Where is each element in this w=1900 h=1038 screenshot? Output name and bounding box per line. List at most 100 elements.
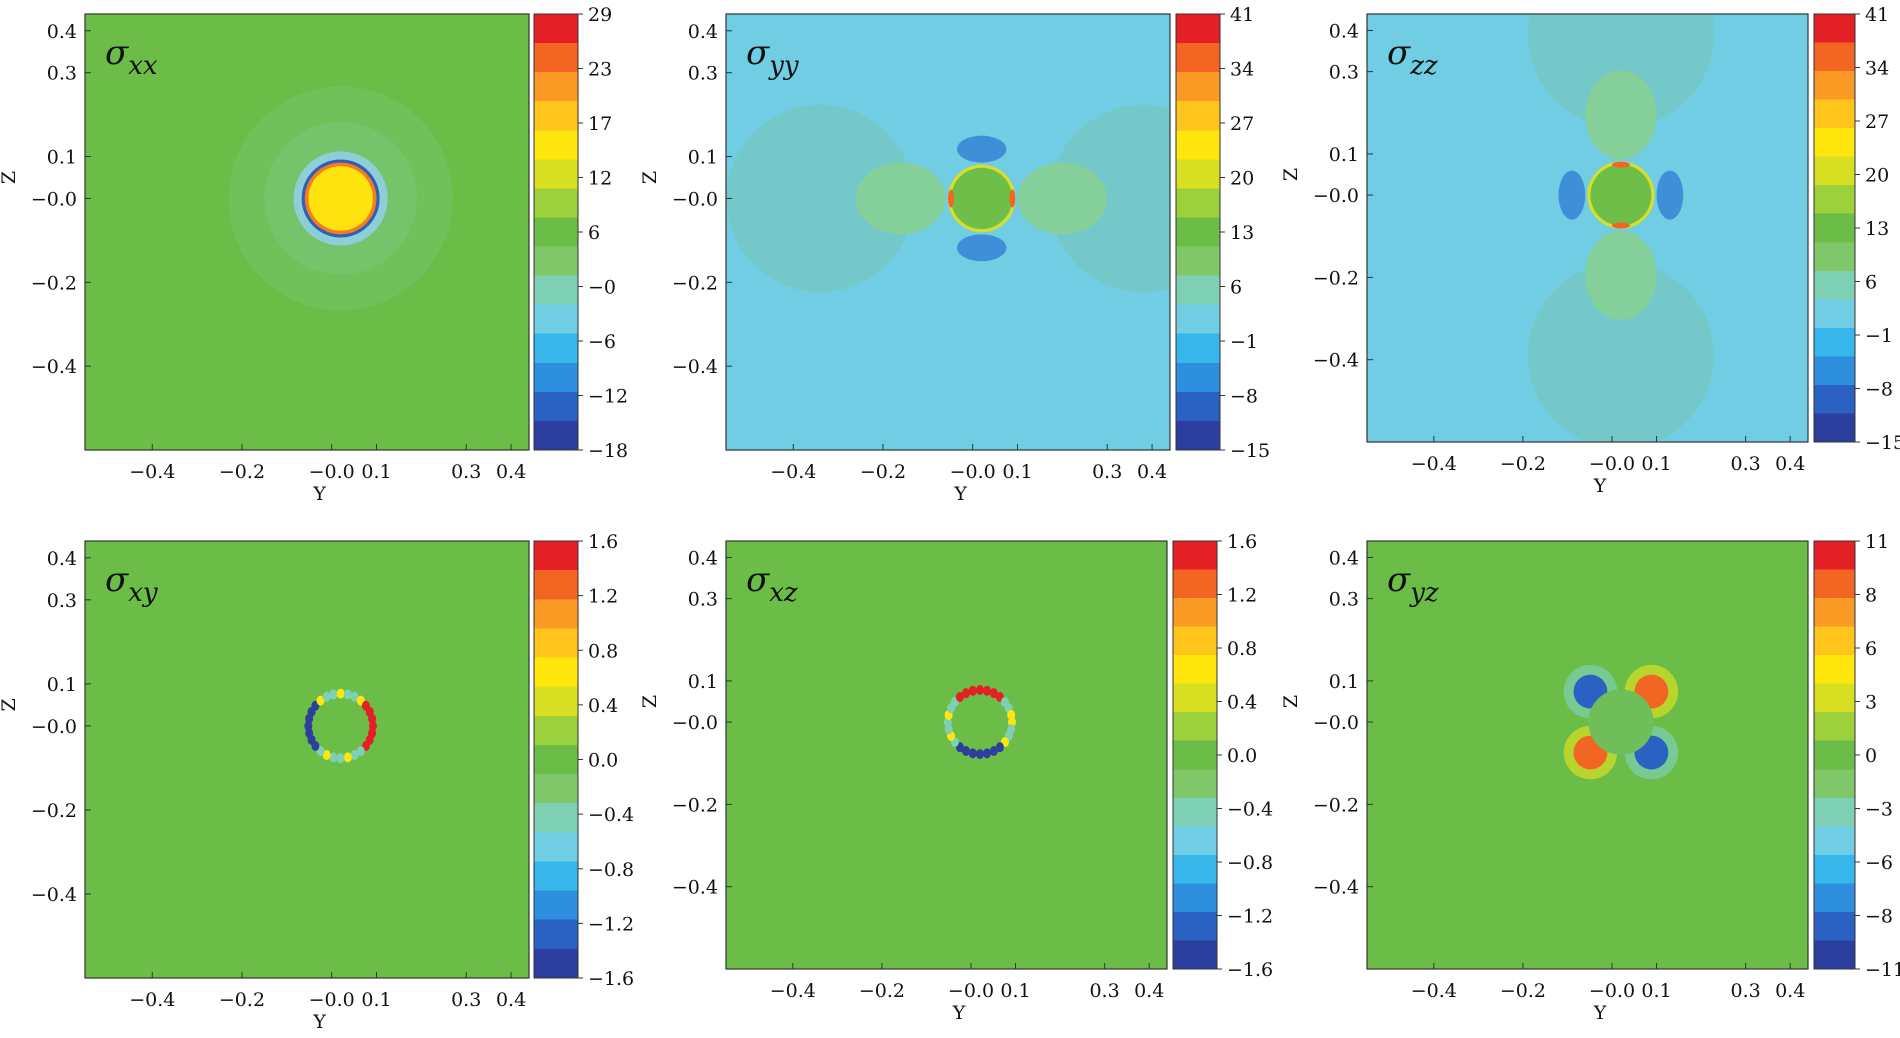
colorbar-tick-label: 0.4 <box>588 695 618 717</box>
y-tick-label: 0.1 <box>47 674 77 696</box>
y-axis-label: Z <box>639 171 661 184</box>
colorbar-tick-label: 41 <box>1865 4 1889 26</box>
x-tick-label: 0.4 <box>1775 980 1805 1002</box>
colorbar-tick-label: 0.0 <box>588 750 618 772</box>
y-tick-label: 0.1 <box>1329 144 1359 166</box>
x-tick-label: −0.0 <box>309 461 355 483</box>
x-tick-label: 0.3 <box>1090 980 1120 1002</box>
panel-sxz: −0.4 −0.2 −0.0 0.1 0.3 0.4 0.4 0.3 0.1 −0.0 −0.2 −0… <box>639 531 1273 1024</box>
y-tick-label: −0.4 <box>1313 877 1359 899</box>
lobe-neck <box>1585 70 1657 160</box>
y-tick-label: 0.3 <box>688 63 718 85</box>
y-axis-label: Z <box>0 698 20 711</box>
x-tick-label: −0.2 <box>860 461 906 483</box>
x-axis-label: Y <box>952 1002 966 1024</box>
colorbar-tick-label: −18 <box>588 440 628 462</box>
y-tick-label: 0.1 <box>47 147 77 169</box>
plot-frame <box>84 13 530 451</box>
colorbar-tick-label: 20 <box>1865 165 1889 187</box>
colorbar-tick-label: 0.8 <box>588 640 618 662</box>
colorbar-tick-label: 6 <box>588 222 600 244</box>
y-tick-label: −0.0 <box>672 188 718 210</box>
colorbar-tick-label: 0.0 <box>1227 745 1257 767</box>
x-tick-label: 0.1 <box>1002 461 1032 483</box>
x-tick-label: 0.3 <box>451 461 481 483</box>
x-tick-label: −0.2 <box>1500 980 1546 1002</box>
title-symbol: σ <box>1387 560 1411 600</box>
compressive-cap <box>956 135 1007 163</box>
ring-spot <box>968 748 977 759</box>
colorbar-tick-label: −0.8 <box>1227 852 1273 874</box>
colorbar-tick-label: 3 <box>1865 692 1877 714</box>
colorbar-tick-label: −1 <box>1230 331 1258 353</box>
plot-frame <box>725 540 1168 970</box>
colorbar-tick-label: −11 <box>1865 959 1900 981</box>
title-subscript: xx <box>128 51 158 81</box>
panel-syz: −0.4 −0.2 −0.0 0.1 0.3 0.4 0.4 0.3 0.1 −0.0 −0.2 −0… <box>1280 531 1900 1024</box>
y-tick-label: 0.3 <box>1329 62 1359 84</box>
title-symbol: σ <box>746 560 770 600</box>
title-subscript: xz <box>769 578 798 608</box>
y-tick-label: −0.2 <box>1313 794 1359 816</box>
y-tick-label: −0.4 <box>672 356 718 378</box>
colorbar-tick-label: −1.2 <box>588 913 634 935</box>
ring-spot <box>343 689 352 700</box>
contour-field <box>1367 14 1808 442</box>
ring-spot <box>975 685 984 696</box>
x-tick-label: −0.0 <box>950 461 996 483</box>
colorbar-tick-label: 13 <box>1865 218 1889 240</box>
colorbar <box>1813 540 1856 970</box>
x-tick-label: −0.2 <box>219 989 265 1011</box>
y-tick-label: 0.3 <box>47 590 77 612</box>
y-tick-label: −0.2 <box>31 272 77 294</box>
y-tick-label: −0.0 <box>1313 712 1359 734</box>
y-tick-label: 0.1 <box>688 671 718 693</box>
ring-spot <box>1007 709 1016 720</box>
x-tick-label: −0.4 <box>1411 453 1457 475</box>
colorbar-tick-label: 6 <box>1865 272 1877 294</box>
panel-sxx: −0.4 −0.2 −0.0 0.1 0.3 0.4 0.4 0.3 0.1 −0.0 −0.2 −0… <box>0 4 628 505</box>
colorbar-tick-label: 6 <box>1865 638 1877 660</box>
colorbar-tick-label: −1.6 <box>588 968 634 990</box>
colorbar-tick-label: −8 <box>1865 906 1893 928</box>
colorbar-tick-label: 1.6 <box>588 531 618 553</box>
panel-title: σxz <box>746 560 798 608</box>
plot-frame <box>84 540 530 979</box>
y-axis-label: Z <box>639 695 661 708</box>
y-tick-label: −0.2 <box>672 272 718 294</box>
panel-sxy: −0.4 −0.2 −0.0 0.1 0.3 0.4 0.4 0.3 0.1 −0.0 −0.2 −0… <box>0 531 634 1033</box>
y-tick-label: 0.4 <box>47 548 77 570</box>
core-disk <box>950 167 1013 230</box>
ring-spot <box>356 746 365 757</box>
peak-marker <box>1611 222 1630 229</box>
ring-spot <box>955 692 964 703</box>
peak-marker <box>947 189 954 208</box>
colorbar-tick-label: 12 <box>588 168 612 190</box>
x-axis-label: Y <box>312 483 326 505</box>
y-tick-label: 0.1 <box>688 147 718 169</box>
title-subscript: yz <box>1409 578 1439 608</box>
lobe-neck <box>1585 230 1657 320</box>
y-tick-label: 0.4 <box>1329 547 1359 569</box>
x-tick-label: −0.4 <box>770 980 816 1002</box>
colorbar-tick-label: 0.8 <box>1227 638 1257 660</box>
panel-title: σzz <box>1387 33 1438 81</box>
compressive-cap <box>1656 170 1684 220</box>
ring-spot <box>983 748 992 759</box>
x-axis-label: Y <box>1593 1002 1607 1024</box>
x-tick-label: 0.4 <box>1137 461 1167 483</box>
colorbar-tick-label: 1.2 <box>1227 585 1257 607</box>
plot-frame <box>1366 540 1809 970</box>
colorbar-tick-label: 1.6 <box>1227 531 1257 553</box>
ring-spot <box>961 745 970 756</box>
x-tick-label: 0.1 <box>1000 980 1030 1002</box>
ring-spot <box>983 685 992 696</box>
colorbar-tick-label: 27 <box>1230 113 1254 135</box>
lobe-neck <box>856 162 946 235</box>
contour-field <box>726 14 1170 450</box>
colorbar-tick-label: −12 <box>588 386 628 408</box>
ring-spot <box>336 753 345 764</box>
panel-title: σxy <box>105 560 158 608</box>
x-tick-label: −0.4 <box>129 989 175 1011</box>
core-disk <box>1590 164 1652 226</box>
